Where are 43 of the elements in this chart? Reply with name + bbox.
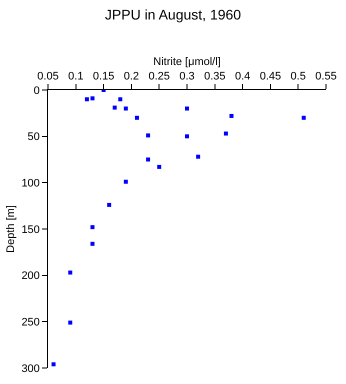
point xyxy=(229,114,234,118)
point xyxy=(107,202,112,207)
x-tick-label: 0.45 xyxy=(260,70,282,83)
x-tick-label: 0.55 xyxy=(315,70,337,83)
point xyxy=(90,225,94,230)
point xyxy=(90,242,94,246)
point xyxy=(157,164,162,169)
point xyxy=(90,96,94,100)
y-tick-label: 50 xyxy=(28,131,40,144)
point xyxy=(185,106,189,111)
point xyxy=(302,116,306,120)
x-tick-label: 0.2 xyxy=(124,70,140,83)
y-tick-label: 0 xyxy=(34,84,40,97)
point xyxy=(118,97,122,102)
x-tick-label: 0.1 xyxy=(68,70,84,83)
y-axis-title: Depth [m] xyxy=(5,205,18,253)
point xyxy=(68,270,72,275)
point xyxy=(84,97,89,102)
point xyxy=(68,320,72,325)
x-tick-label: 0.4 xyxy=(234,70,250,83)
y-tick-label: 300 xyxy=(21,362,40,375)
y-tick-label: 200 xyxy=(21,270,40,282)
point xyxy=(224,132,228,136)
point xyxy=(134,116,139,120)
x-tick-label: 0.5 xyxy=(290,70,306,83)
x-tick-label: 0.15 xyxy=(92,70,114,83)
x-tick-label: 0.3 xyxy=(179,70,195,83)
x-tick-label: 0.05 xyxy=(37,70,59,83)
chart-title: JPPU in August, 1960 xyxy=(104,6,242,22)
y-tick-label: 250 xyxy=(21,316,40,329)
point xyxy=(196,154,200,159)
x-axis-title: Nitrite [μmol/l] xyxy=(153,56,221,68)
x-tick-label: 0.35 xyxy=(204,70,226,83)
point xyxy=(124,180,128,184)
point xyxy=(185,134,189,138)
point xyxy=(52,362,56,366)
point xyxy=(146,158,150,162)
y-tick-label: 100 xyxy=(21,178,40,190)
point xyxy=(146,133,150,138)
x-tick-label: 0.25 xyxy=(148,70,170,83)
point xyxy=(112,106,117,110)
y-tick-label: 150 xyxy=(21,224,40,236)
point xyxy=(124,106,128,111)
